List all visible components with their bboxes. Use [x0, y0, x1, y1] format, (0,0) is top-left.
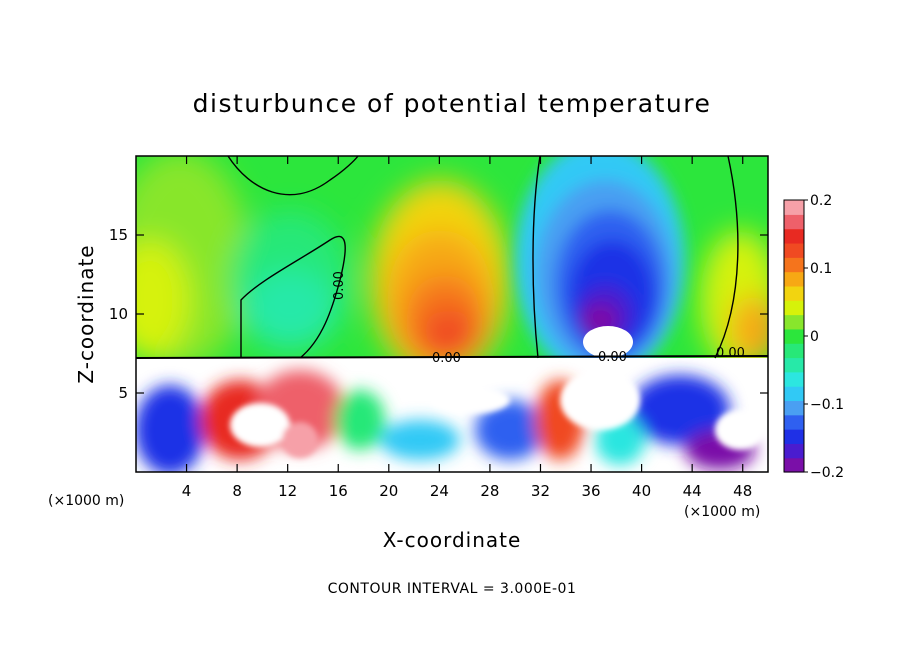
- colorbar-swatch: [784, 357, 804, 373]
- x-tick-label: 20: [379, 482, 398, 500]
- colorbar-swatch: [784, 386, 804, 402]
- contour-label-1: 0.00: [332, 271, 347, 300]
- y-axis-ticks: 5 10 15: [109, 226, 768, 402]
- colorbar: [784, 200, 804, 473]
- colorbar-tick-label: 0.2: [810, 193, 832, 209]
- colorbar-swatch: [784, 414, 804, 430]
- colorbar-tick-label: −0.2: [810, 465, 844, 481]
- x-tick-label: 28: [480, 482, 499, 500]
- x-unit-left: (×1000 m): [48, 493, 124, 509]
- x-unit-right: (×1000 m): [684, 504, 760, 520]
- x-axis-label: X-coordinate: [383, 528, 522, 552]
- colorbar-swatch: [784, 343, 804, 359]
- colorbar-swatch: [784, 257, 804, 273]
- colorbar-swatch: [784, 285, 804, 301]
- x-tick-label: 24: [430, 482, 449, 500]
- colorbar-swatch: [784, 371, 804, 387]
- contour-zero-left-cell: [240, 235, 346, 359]
- colorbar-swatch: [784, 429, 804, 444]
- colorbar-swatch: [784, 242, 804, 258]
- contour-interval-note: CONTOUR INTERVAL = 3.000E-01: [328, 581, 577, 597]
- x-tick-label: 44: [683, 482, 702, 500]
- y-tick-label: 10: [109, 305, 128, 323]
- colorbar-swatch: [784, 300, 804, 316]
- contour-zero-upper-left: [227, 155, 359, 196]
- colorbar-swatch: [784, 214, 804, 230]
- contour-label-2: 0.00: [432, 351, 461, 366]
- contour-label-3: 0.00: [598, 350, 627, 365]
- contour-labels: 0.00 0.00 0.00 0.00: [332, 271, 745, 366]
- x-tick-label: 48: [733, 482, 752, 500]
- colorbar-swatch: [784, 443, 804, 459]
- colorbar-swatch: [784, 400, 804, 416]
- contour-zero-central-left: [532, 155, 541, 359]
- x-tick-label: 40: [632, 482, 651, 500]
- colorbar-swatch: [784, 314, 804, 330]
- colorbar-swatch: [784, 200, 804, 215]
- contour-label-4: 0.00: [716, 346, 745, 361]
- x-tick-label: 4: [182, 482, 192, 500]
- x-tick-label: 36: [581, 482, 600, 500]
- colorbar-tick-label: −0.1: [810, 397, 844, 413]
- colorbar-ticks: 0.2 0.1 0 −0.1 −0.2: [804, 193, 844, 481]
- x-tick-label: 32: [531, 482, 550, 500]
- x-tick-label: 12: [278, 482, 297, 500]
- chart-title: disturbunce of potential temperature: [193, 89, 712, 118]
- colorbar-swatch: [784, 271, 804, 287]
- colorbar-swatch: [784, 228, 804, 244]
- colorbar-tick-label: 0: [810, 329, 819, 345]
- x-tick-label: 8: [232, 482, 242, 500]
- colorbar-tick-label: 0.1: [810, 261, 832, 277]
- colorbar-swatch: [784, 328, 804, 344]
- y-axis-label: Z-coordinate: [74, 244, 98, 383]
- heatmap-field: [136, 156, 768, 472]
- y-tick-label: 15: [109, 226, 128, 244]
- contour-lines: [135, 155, 769, 359]
- x-axis-ticks: 4 8 12 16 20 24 28 32 36 40 44 48: [182, 156, 752, 500]
- contour-zero-central-right: [714, 155, 739, 359]
- contour-boundary-layer: [135, 355, 769, 359]
- x-tick-label: 16: [329, 482, 348, 500]
- y-tick-label: 5: [118, 384, 128, 402]
- colorbar-swatch: [784, 457, 804, 473]
